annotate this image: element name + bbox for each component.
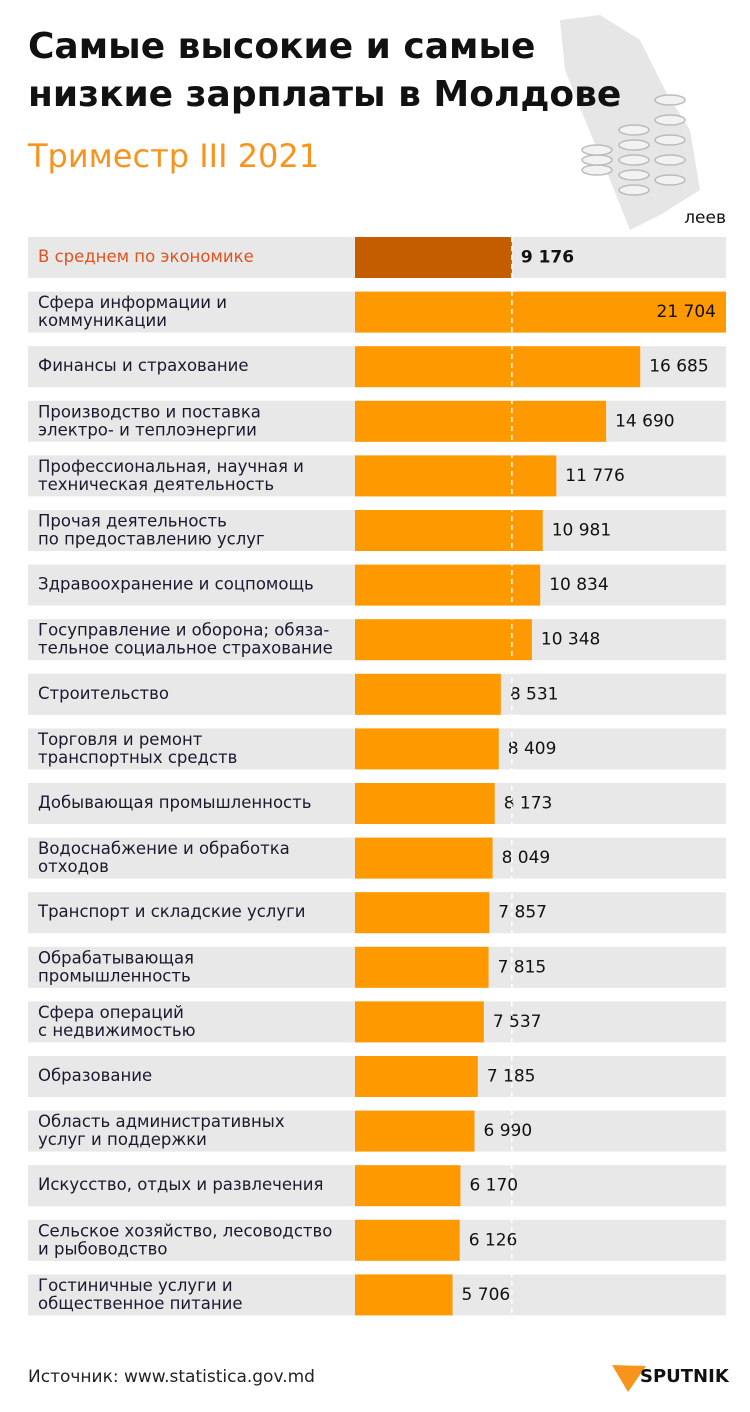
- value-label: 6 170: [469, 1176, 518, 1196]
- category-label: Строительство: [38, 684, 169, 703]
- category-label: Торговля и ремонт транспортных средств: [37, 729, 237, 766]
- category-label: Сфера операций с недвижимостью: [38, 1002, 196, 1039]
- unit-label: леев: [684, 208, 726, 228]
- category-label: Область административных услуг и поддержк…: [38, 1112, 285, 1149]
- value-label: 10 834: [549, 575, 608, 595]
- bar: [355, 400, 607, 442]
- value-label: 8 409: [508, 739, 557, 759]
- value-label: 10 981: [552, 521, 611, 541]
- value-label: 5 706: [462, 1285, 511, 1305]
- category-label: Образование: [38, 1066, 152, 1085]
- bar: [355, 564, 541, 606]
- value-label: 8 531: [510, 684, 559, 704]
- category-label: В среднем по экономике: [38, 247, 254, 266]
- bar: [355, 237, 512, 278]
- category-label: Прочая деятельность по предоставлению усл…: [38, 511, 265, 548]
- subtitle: Триместр III 2021: [27, 137, 319, 175]
- category-label: Госуправление и оборона; обяза-тельное с…: [38, 620, 333, 657]
- value-label: 7 815: [498, 957, 547, 977]
- category-label: Здравоохранение и соцпомощь: [38, 575, 314, 594]
- bar: [355, 619, 532, 661]
- category-label: Гостиничные услуги и общественное питание: [38, 1275, 243, 1312]
- bar: [355, 837, 493, 879]
- value-label: 9 176: [521, 248, 574, 268]
- bar: [355, 346, 641, 388]
- decoration: [560, 15, 700, 230]
- bar: [355, 1165, 461, 1207]
- value-label: 6 990: [483, 1121, 532, 1141]
- logo: SPUTNIK: [640, 1366, 730, 1387]
- value-label: 7 537: [493, 1012, 542, 1032]
- logo-icon: [612, 1365, 646, 1392]
- value-label: 6 126: [469, 1230, 518, 1250]
- rows: В среднем по экономике 9 176 Сфера информа…: [28, 237, 726, 1316]
- category-label: Транспорт и складские услуги: [37, 902, 306, 921]
- bar: [355, 892, 490, 934]
- bar: [355, 1056, 478, 1097]
- bar: [355, 728, 499, 770]
- bar: [355, 455, 557, 497]
- bar: [355, 291, 726, 333]
- value-label: 16 685: [649, 357, 708, 377]
- bar: [355, 1274, 453, 1316]
- category-label: Искусство, отдых и развлечения: [38, 1175, 323, 1194]
- value-label: 11 776: [565, 466, 624, 486]
- bar: [355, 1219, 460, 1261]
- value-label: 10 348: [541, 630, 600, 650]
- value-label: 8 049: [502, 848, 551, 868]
- category-label: Водоснабжение и обработка отходов: [38, 839, 290, 876]
- bar: [355, 510, 543, 551]
- bar: [355, 1110, 475, 1152]
- category-label: Производство и поставка электро- и теплоэ…: [38, 402, 261, 439]
- bar: [355, 673, 501, 715]
- source: Источник: www.statistica.gov.md: [28, 1367, 315, 1387]
- bar: [355, 783, 495, 824]
- category-label: Сельское хозяйство, лесоводство и рыбовод…: [38, 1221, 332, 1258]
- bar: [355, 1001, 484, 1043]
- chart-title: Самые высокие и самые низкие зарплаты в М…: [28, 26, 621, 115]
- category-label: Обрабатывающая промышленность: [38, 948, 194, 985]
- bar: [355, 946, 489, 988]
- category-label: Добывающая промышленность: [38, 793, 311, 812]
- category-label: Сфера информации и коммуникации: [38, 293, 227, 330]
- value-label: 14 690: [615, 411, 674, 431]
- value-label: 7 857: [498, 903, 547, 923]
- value-label: 8 173: [504, 794, 553, 814]
- category-label: Профессиональная, научная и техническая д…: [38, 456, 304, 493]
- value-label: 21 704: [657, 302, 716, 322]
- category-label: Финансы и страхование: [38, 356, 249, 375]
